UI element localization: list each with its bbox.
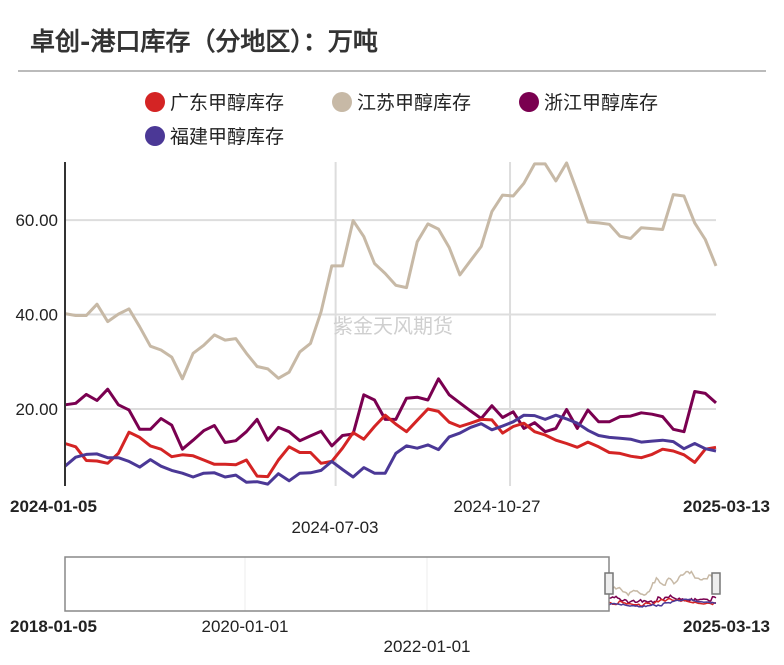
slider-handle-left[interactable] <box>604 572 614 595</box>
legend-item-fujian[interactable]: 福建甲醇库存 <box>145 122 284 149</box>
slider-preview-lines <box>608 570 717 608</box>
slider-unselected-area[interactable] <box>64 556 610 612</box>
watermark: 紫金天风期货 <box>333 314 453 338</box>
legend-label: 广东甲醇库存 <box>170 92 285 114</box>
legend-label: 福建甲醇库存 <box>170 126 285 148</box>
x-tick-label: 2024-01-05 <box>10 497 97 516</box>
slider-series-line-0 <box>608 597 717 607</box>
chart-title: 卓创-港口库存（分地区）：万吨 <box>30 27 378 56</box>
y-axis-ticks: 20.00 40.00 60.00 <box>15 211 58 419</box>
data-zoom-slider[interactable] <box>64 556 721 612</box>
x-tick-label: 2024-10-27 <box>454 497 541 516</box>
title-divider <box>18 70 766 72</box>
slider-label: 2020-01-01 <box>202 617 289 636</box>
y-tick-label: 40.00 <box>15 306 58 325</box>
legend-label: 江苏甲醇库存 <box>357 92 472 114</box>
legend-item-zhejiang[interactable]: 浙江甲醇库存 <box>519 88 658 115</box>
slider-handle-right[interactable] <box>711 572 721 595</box>
series-line-3 <box>64 413 717 486</box>
legend-dot-icon <box>332 91 352 112</box>
x-tick-label: 2024-07-03 <box>292 518 379 537</box>
series-line-1 <box>64 161 718 381</box>
legend-dot-icon <box>145 91 165 112</box>
legend-dot-icon <box>519 91 539 112</box>
x-tick-label: 2025-03-13 <box>683 497 770 516</box>
slider-label: 2022-01-01 <box>384 637 471 656</box>
slider-label: 2025-03-13 <box>683 617 770 636</box>
grid-lines <box>65 162 716 486</box>
legend-label: 浙江甲醇库存 <box>544 92 659 114</box>
series-lines <box>64 161 718 486</box>
legend-item-guangdong[interactable]: 广东甲醇库存 <box>145 88 284 115</box>
y-tick-label: 60.00 <box>15 211 58 230</box>
y-tick-label: 20.00 <box>15 400 58 419</box>
slider-series-line-1 <box>608 570 717 597</box>
slider-label: 2018-01-05 <box>10 617 97 636</box>
legend-item-jiangsu[interactable]: 江苏甲醇库存 <box>332 88 471 115</box>
slider-series-line-3 <box>608 598 717 608</box>
legend-dot-icon <box>145 125 165 146</box>
series-line-0 <box>64 407 717 479</box>
